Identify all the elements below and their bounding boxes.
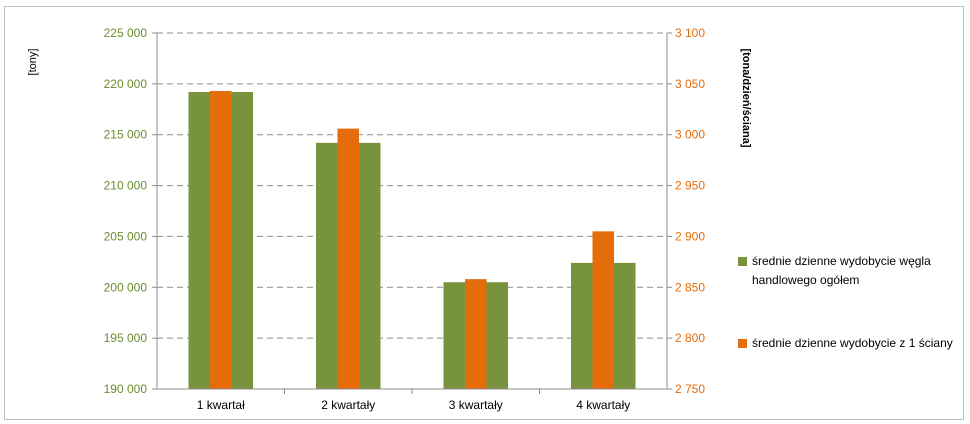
legend-item-total: średnie dzienne wydobycie węgla handlowe…	[738, 252, 964, 290]
legend-label-per-wall: średnie dzienne wydobycie z 1 ściany	[752, 336, 953, 350]
y-axis-title-right: [tona/dzień/ściana]	[740, 48, 752, 147]
left-tick-label: 225 000	[104, 26, 148, 40]
left-tick-label: 210 000	[104, 179, 148, 193]
left-tick-label: 190 000	[104, 382, 148, 396]
y-axis-title-left: [tony]	[27, 49, 39, 76]
right-tick-label: 3 050	[675, 77, 705, 91]
category-label: 2 kwartały	[321, 398, 375, 412]
legend-item-per-wall: średnie dzienne wydobycie z 1 ściany	[738, 334, 964, 353]
right-tick-label: 2 900	[675, 229, 705, 243]
bar-per-wall	[465, 279, 487, 389]
category-labels: 1 kwartał 2 kwartały 3 kwartały 4 kwartały	[197, 398, 631, 412]
right-axis-ticks: 2 750 2 800 2 850 2 900 2 950 3 000 3 050 3 100	[675, 26, 705, 396]
left-tick-label: 220 000	[104, 77, 148, 91]
category-label: 1 kwartał	[197, 398, 245, 412]
bar-per-wall	[337, 128, 359, 389]
right-tick-label: 3 000	[675, 128, 705, 142]
left-tick-label: 205 000	[104, 229, 148, 243]
right-tick-label: 2 800	[675, 331, 705, 345]
axes	[152, 32, 672, 394]
bar-per-wall	[592, 231, 614, 389]
chart-frame	[4, 6, 964, 420]
right-tick-label: 2 850	[675, 280, 705, 294]
left-axis-ticks: 190 000 195 000 200 000 205 000 210 000 215 0…	[104, 26, 148, 396]
left-tick-label: 195 000	[104, 331, 148, 345]
bars	[188, 90, 636, 389]
right-tick-label: 2 950	[675, 179, 705, 193]
legend-swatch-total	[738, 257, 747, 266]
left-tick-label: 200 000	[104, 280, 148, 294]
right-tick-label: 2 750	[675, 382, 705, 396]
legend-swatch-per-wall	[738, 339, 747, 348]
legend-label-total: średnie dzienne wydobycie węgla handlowe…	[752, 254, 931, 287]
left-tick-label: 215 000	[104, 128, 148, 142]
category-label: 3 kwartały	[449, 398, 503, 412]
bar-per-wall	[210, 90, 232, 389]
category-label: 4 kwartały	[576, 398, 630, 412]
right-tick-label: 3 100	[675, 26, 705, 40]
